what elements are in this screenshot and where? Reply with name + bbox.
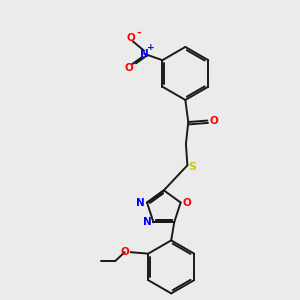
Text: O: O <box>126 33 135 43</box>
Text: +: + <box>147 43 154 52</box>
Text: O: O <box>124 63 133 73</box>
Text: N: N <box>140 49 148 59</box>
Text: O: O <box>120 247 129 257</box>
Text: O: O <box>183 197 191 208</box>
Text: N: N <box>136 197 145 208</box>
Text: N: N <box>142 217 152 227</box>
Text: -: - <box>136 28 141 38</box>
Text: S: S <box>189 162 197 172</box>
Text: O: O <box>209 116 218 126</box>
